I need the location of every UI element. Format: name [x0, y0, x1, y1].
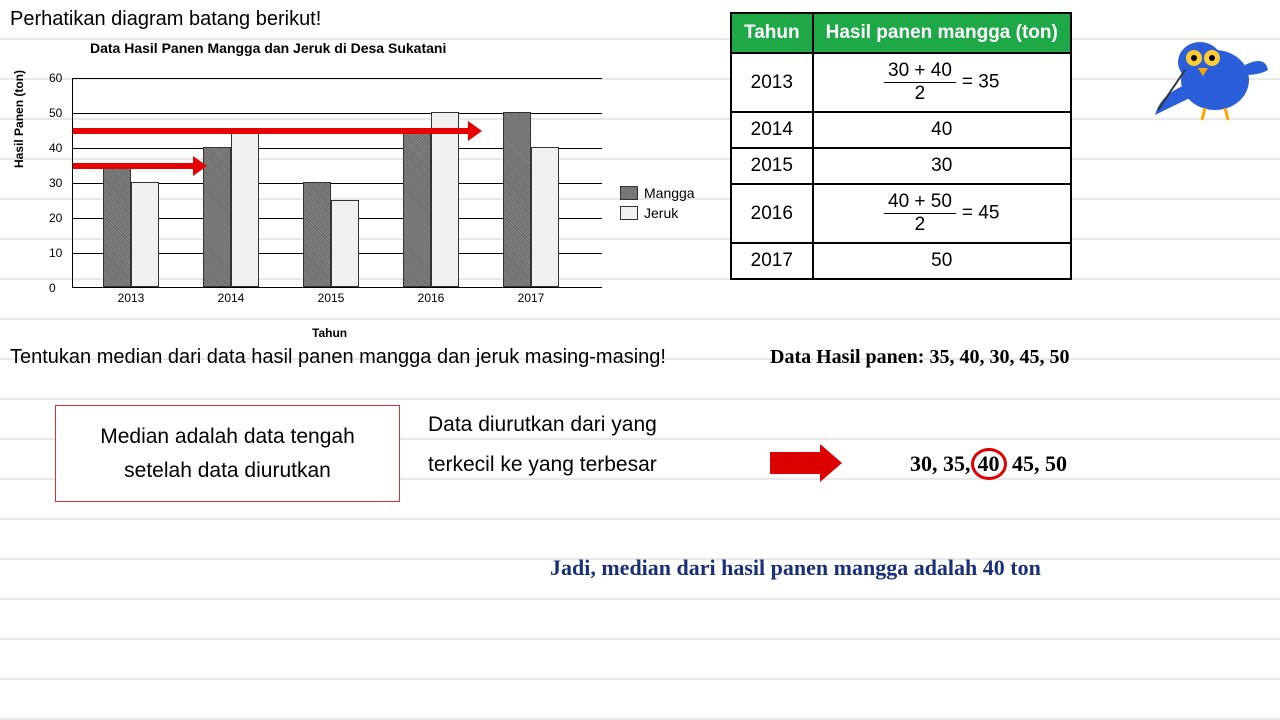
table-header: Tahun — [731, 13, 813, 53]
legend-swatch-mangga — [620, 186, 638, 200]
x-axis-label: Tahun — [312, 326, 347, 340]
x-tick: 2014 — [218, 291, 245, 305]
table-row: 201640 + 502= 45 — [731, 184, 1071, 243]
question-text: Tentukan median dari data hasil panen ma… — [10, 346, 666, 369]
median-definition-box: Median adalah data tengah setelah data d… — [55, 405, 400, 502]
annotation-arrow — [73, 128, 468, 134]
table-row: 201530 — [731, 148, 1071, 184]
arrow-icon — [770, 452, 820, 474]
bar — [203, 147, 231, 287]
cell-year: 2017 — [731, 243, 813, 279]
conclusion-text: Jadi, median dari hasil panen mangga ada… — [550, 555, 1041, 581]
y-axis-label: Hasil Panen (ton) — [12, 70, 26, 168]
annotation-arrow — [73, 163, 193, 169]
chart-title: Data Hasil Panen Mangga dan Jeruk di Des… — [90, 40, 446, 56]
cell-year: 2016 — [731, 184, 813, 243]
cell-value: 50 — [813, 243, 1071, 279]
cell-year: 2014 — [731, 112, 813, 148]
bar — [403, 130, 431, 288]
x-tick: 2013 — [118, 291, 145, 305]
x-tick: 2017 — [518, 291, 545, 305]
table-row: 201750 — [731, 243, 1071, 279]
cell-value: 30 + 402= 35 — [813, 53, 1071, 112]
x-tick: 2015 — [318, 291, 345, 305]
cell-year: 2013 — [731, 53, 813, 112]
instruction-text: Perhatikan diagram batang berikut! — [10, 8, 321, 31]
bar — [431, 112, 459, 287]
bar — [503, 112, 531, 287]
y-tick: 10 — [49, 246, 62, 260]
bar — [303, 182, 331, 287]
data-table: Tahun Hasil panen mangga (ton) 201330 + … — [730, 12, 1072, 280]
legend-swatch-jeruk — [620, 206, 638, 220]
data-list: Data Hasil panen: 35, 40, 30, 45, 50 — [770, 346, 1069, 369]
cell-value: 40 — [813, 112, 1071, 148]
legend-label: Jeruk — [644, 205, 678, 221]
bar — [231, 130, 259, 288]
table-row: 201440 — [731, 112, 1071, 148]
table-header: Hasil panen mangga (ton) — [813, 13, 1071, 53]
bar — [331, 200, 359, 288]
bar-chart: Hasil Panen (ton) Tahun 0102030405060201… — [22, 68, 622, 328]
legend-label: Mangga — [644, 185, 695, 201]
y-tick: 0 — [49, 281, 56, 295]
y-tick: 60 — [49, 71, 62, 85]
x-tick: 2016 — [418, 291, 445, 305]
y-tick: 40 — [49, 141, 62, 155]
bar — [531, 147, 559, 287]
sorted-data: 30, 35,40 45, 50 — [910, 448, 1067, 480]
cell-value: 30 — [813, 148, 1071, 184]
mascot-bird-icon — [1150, 20, 1270, 130]
chart-legend: Mangga Jeruk — [620, 185, 695, 225]
cell-year: 2015 — [731, 148, 813, 184]
y-tick: 20 — [49, 211, 62, 225]
sort-instruction: Data diurutkan dari yang terkecil ke yan… — [428, 405, 657, 485]
median-circled: 40 — [971, 448, 1007, 480]
bar — [103, 165, 131, 288]
table-row: 201330 + 402= 35 — [731, 53, 1071, 112]
bar — [131, 182, 159, 287]
cell-value: 40 + 502= 45 — [813, 184, 1071, 243]
y-tick: 30 — [49, 176, 62, 190]
y-tick: 50 — [49, 106, 62, 120]
